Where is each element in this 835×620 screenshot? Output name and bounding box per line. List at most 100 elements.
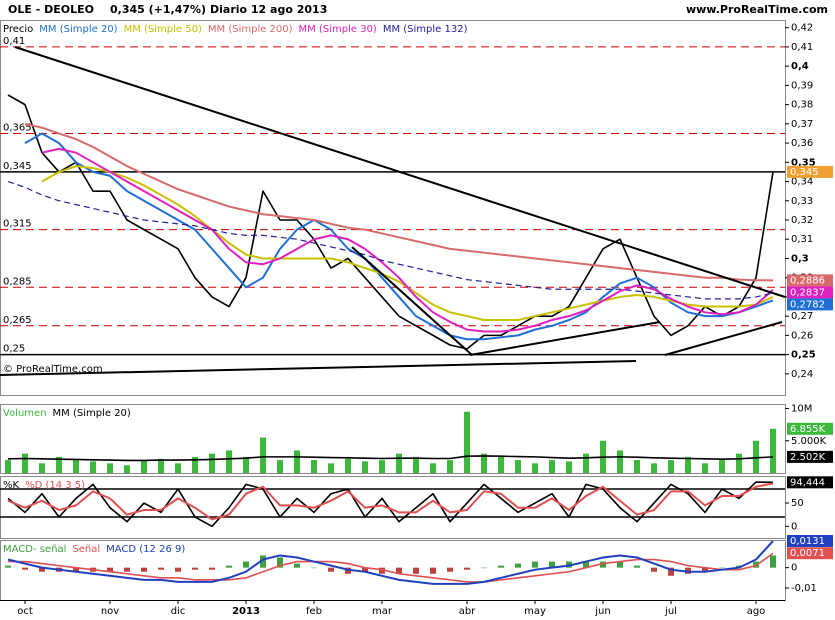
x-tick-label: oct xyxy=(17,606,33,617)
bar xyxy=(498,565,504,568)
level-label: 0,285 xyxy=(3,276,32,287)
bar xyxy=(90,461,96,473)
y-tick-label: 0,26 xyxy=(791,330,813,341)
series-line xyxy=(7,180,774,300)
legend-entry: MM (Simple 30) xyxy=(299,24,377,35)
bar xyxy=(379,567,385,574)
legend-entry: Señal xyxy=(72,544,100,555)
bar xyxy=(141,567,147,572)
legend-entry: MM (Simple 132) xyxy=(383,24,468,35)
series-line xyxy=(7,540,774,585)
bar xyxy=(651,463,657,473)
bar xyxy=(481,567,487,569)
y-tick-label: 0 xyxy=(791,521,797,532)
bar xyxy=(413,456,419,473)
bar xyxy=(243,456,249,473)
bar xyxy=(175,567,181,572)
bar xyxy=(600,561,606,568)
bar xyxy=(5,460,11,473)
y-tick-label: 0,27 xyxy=(791,311,813,322)
series-line xyxy=(7,455,774,462)
y-tick-label: 0,33 xyxy=(791,196,813,207)
bar xyxy=(532,561,538,568)
bar xyxy=(107,567,113,572)
y-tick-label: 0,32 xyxy=(791,215,813,226)
value-box xyxy=(787,165,833,178)
bar xyxy=(192,456,198,473)
value-box-label: 0,0071 xyxy=(790,548,825,559)
bar xyxy=(328,463,334,473)
bar xyxy=(158,458,164,473)
bar xyxy=(549,460,555,473)
bar xyxy=(515,563,521,568)
bar xyxy=(396,453,402,473)
bar xyxy=(22,567,28,570)
bar xyxy=(464,411,470,473)
bar xyxy=(719,567,725,569)
legend-entry: MM (Simple 50) xyxy=(124,24,202,35)
bar xyxy=(702,463,708,473)
bar xyxy=(617,450,623,473)
value-box-label: 94,444 xyxy=(790,477,825,488)
bar xyxy=(362,567,368,572)
bar xyxy=(719,460,725,473)
bar xyxy=(702,567,708,572)
trend-line xyxy=(469,321,661,356)
bar xyxy=(464,567,470,570)
bar xyxy=(685,456,691,473)
bar xyxy=(498,456,504,473)
bar xyxy=(668,460,674,473)
bar xyxy=(39,463,45,473)
bar xyxy=(5,565,11,568)
bar xyxy=(294,450,300,473)
legend-entry: %K xyxy=(3,480,20,491)
panel xyxy=(0,20,786,396)
bar xyxy=(447,460,453,473)
legend-entry: Precio xyxy=(3,24,33,35)
bar xyxy=(583,453,589,473)
series-line xyxy=(24,122,774,282)
bar xyxy=(345,458,351,473)
y-tick-label: 0,35 xyxy=(791,157,816,168)
x-tick-label: may xyxy=(524,606,546,617)
bar xyxy=(209,453,215,473)
y-tick-label: 0,24 xyxy=(791,369,813,380)
bar xyxy=(345,567,351,574)
quote: 0,345 (+1,47%) xyxy=(110,3,206,16)
bar xyxy=(209,567,215,570)
x-tick-label: jun xyxy=(594,606,610,617)
copyright: © ProRealTime.com xyxy=(3,364,103,375)
bar xyxy=(634,460,640,473)
bar xyxy=(430,463,436,473)
x-tick-label: jul xyxy=(664,606,677,617)
bar xyxy=(753,561,759,568)
bar xyxy=(447,567,453,572)
value-box xyxy=(787,547,833,560)
bar xyxy=(583,561,589,568)
x-tick-label: nov xyxy=(101,606,119,617)
level-label: 0,345 xyxy=(3,161,32,172)
bar xyxy=(379,460,385,473)
x-tick-label: feb xyxy=(306,606,322,617)
bar xyxy=(396,567,402,574)
bar xyxy=(430,567,436,574)
bar xyxy=(481,453,487,473)
value-box xyxy=(787,535,833,548)
symbol: OLE - DEOLEO xyxy=(8,3,94,16)
bar xyxy=(277,557,283,568)
bar xyxy=(73,567,79,572)
trend-lines xyxy=(0,46,786,376)
value-box-label: 0,2837 xyxy=(790,287,825,298)
legend-entry: Volumen xyxy=(3,408,47,419)
value-box-label: 6.855K xyxy=(790,424,826,435)
bar xyxy=(39,567,45,572)
bar xyxy=(685,567,691,574)
value-box-label: 0,0131 xyxy=(790,536,825,547)
bar xyxy=(243,561,249,568)
y-tick-label: 0,36 xyxy=(791,138,813,149)
bar xyxy=(192,567,198,570)
bar xyxy=(277,460,283,473)
x-tick-label: 2013 xyxy=(232,606,260,617)
bar xyxy=(56,456,62,473)
y-tick-label: 5.000K xyxy=(791,436,827,447)
